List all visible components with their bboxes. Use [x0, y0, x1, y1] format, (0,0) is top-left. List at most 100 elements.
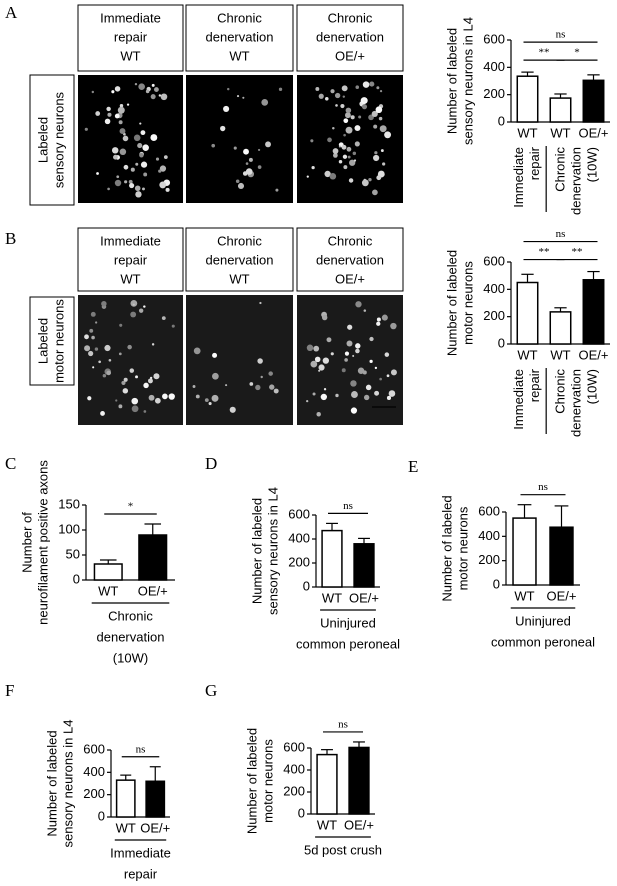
y-tick-label: 0 [493, 576, 500, 591]
y-axis-label: motor neurons [455, 506, 470, 590]
cell [98, 360, 101, 364]
cell [119, 128, 126, 134]
cell [151, 83, 155, 87]
cell [380, 149, 384, 153]
cell [229, 406, 236, 413]
cell [159, 181, 167, 189]
x-tick-label: WT [517, 347, 537, 362]
cell [390, 369, 397, 376]
cell [236, 95, 240, 98]
bar [512, 517, 537, 586]
bar [549, 97, 572, 123]
cell [379, 377, 382, 381]
panel-letter: A [5, 3, 18, 22]
cell [340, 103, 345, 109]
y-tick-label: 400 [83, 764, 105, 779]
cell [94, 347, 99, 351]
cell [349, 159, 356, 166]
cell [118, 120, 123, 125]
cell [227, 87, 230, 91]
cell [327, 137, 332, 143]
y-axis-label: Number of labeled [439, 495, 454, 601]
cell [269, 384, 275, 390]
cell [117, 106, 125, 114]
cell [89, 328, 94, 333]
cell [149, 376, 153, 380]
column-header: OE/+ [335, 271, 365, 286]
cell [111, 147, 119, 154]
cell [355, 301, 362, 308]
cell [139, 153, 144, 158]
bar [516, 75, 539, 123]
cell [335, 393, 339, 398]
cell [369, 81, 375, 87]
cell [150, 94, 156, 100]
cell [330, 352, 334, 356]
y-tick-label: 0 [98, 808, 105, 823]
cell [106, 106, 111, 112]
column-header: denervation [316, 252, 384, 267]
cell [341, 85, 348, 92]
cell [235, 179, 240, 184]
cell [257, 165, 262, 169]
cell [352, 151, 357, 156]
y-tick-label: 400 [483, 59, 505, 74]
cell [335, 104, 338, 107]
cell [143, 410, 147, 413]
cell [208, 402, 212, 406]
bar [115, 779, 136, 818]
cell [248, 157, 253, 162]
group-label: Immediate [511, 147, 526, 208]
cell [273, 388, 279, 394]
micrograph [297, 295, 403, 425]
cell [118, 352, 122, 356]
cell [138, 83, 145, 90]
cell [162, 393, 168, 400]
micrograph [186, 295, 293, 425]
cell [123, 377, 128, 382]
cell [154, 87, 159, 92]
cell [315, 87, 320, 91]
y-axis-label: Number of labeled [244, 728, 259, 834]
cell [330, 89, 335, 94]
cell [355, 348, 360, 354]
cell [140, 161, 148, 168]
cell [158, 169, 162, 173]
y-tick-label: 100 [58, 521, 80, 536]
cell [382, 162, 386, 166]
cell [84, 334, 89, 340]
y-tick-label: 600 [478, 503, 500, 518]
x-tick-label: WT [317, 817, 337, 832]
cell [84, 127, 88, 131]
cell [114, 179, 122, 187]
header-box [185, 4, 294, 72]
cell [142, 144, 149, 151]
cell [242, 171, 248, 176]
cell [379, 90, 383, 93]
cell [306, 175, 309, 178]
x-tick-label: WT [517, 125, 537, 140]
bar [321, 529, 343, 588]
x-tick-label: WT [550, 125, 570, 140]
column-header: Immediate [100, 233, 161, 248]
y-axis-label: sensory neurons in L4 [460, 17, 475, 145]
cell [313, 345, 320, 352]
cell [137, 143, 143, 149]
cell [386, 374, 390, 378]
cell [143, 172, 148, 177]
group-label: Chronic [552, 369, 567, 414]
cell [363, 309, 367, 312]
cell [375, 106, 383, 114]
column-header: WT [229, 271, 249, 286]
cell [341, 144, 347, 150]
significance-label: * [574, 47, 580, 59]
cell [96, 172, 99, 175]
cell [225, 384, 228, 387]
cell [212, 352, 218, 358]
cell [134, 82, 138, 86]
y-tick-label: 0 [498, 335, 505, 350]
y-tick-label: 0 [298, 805, 305, 820]
cell [171, 324, 175, 328]
cell [111, 90, 115, 94]
x-tick-label: OE/+ [349, 590, 379, 605]
